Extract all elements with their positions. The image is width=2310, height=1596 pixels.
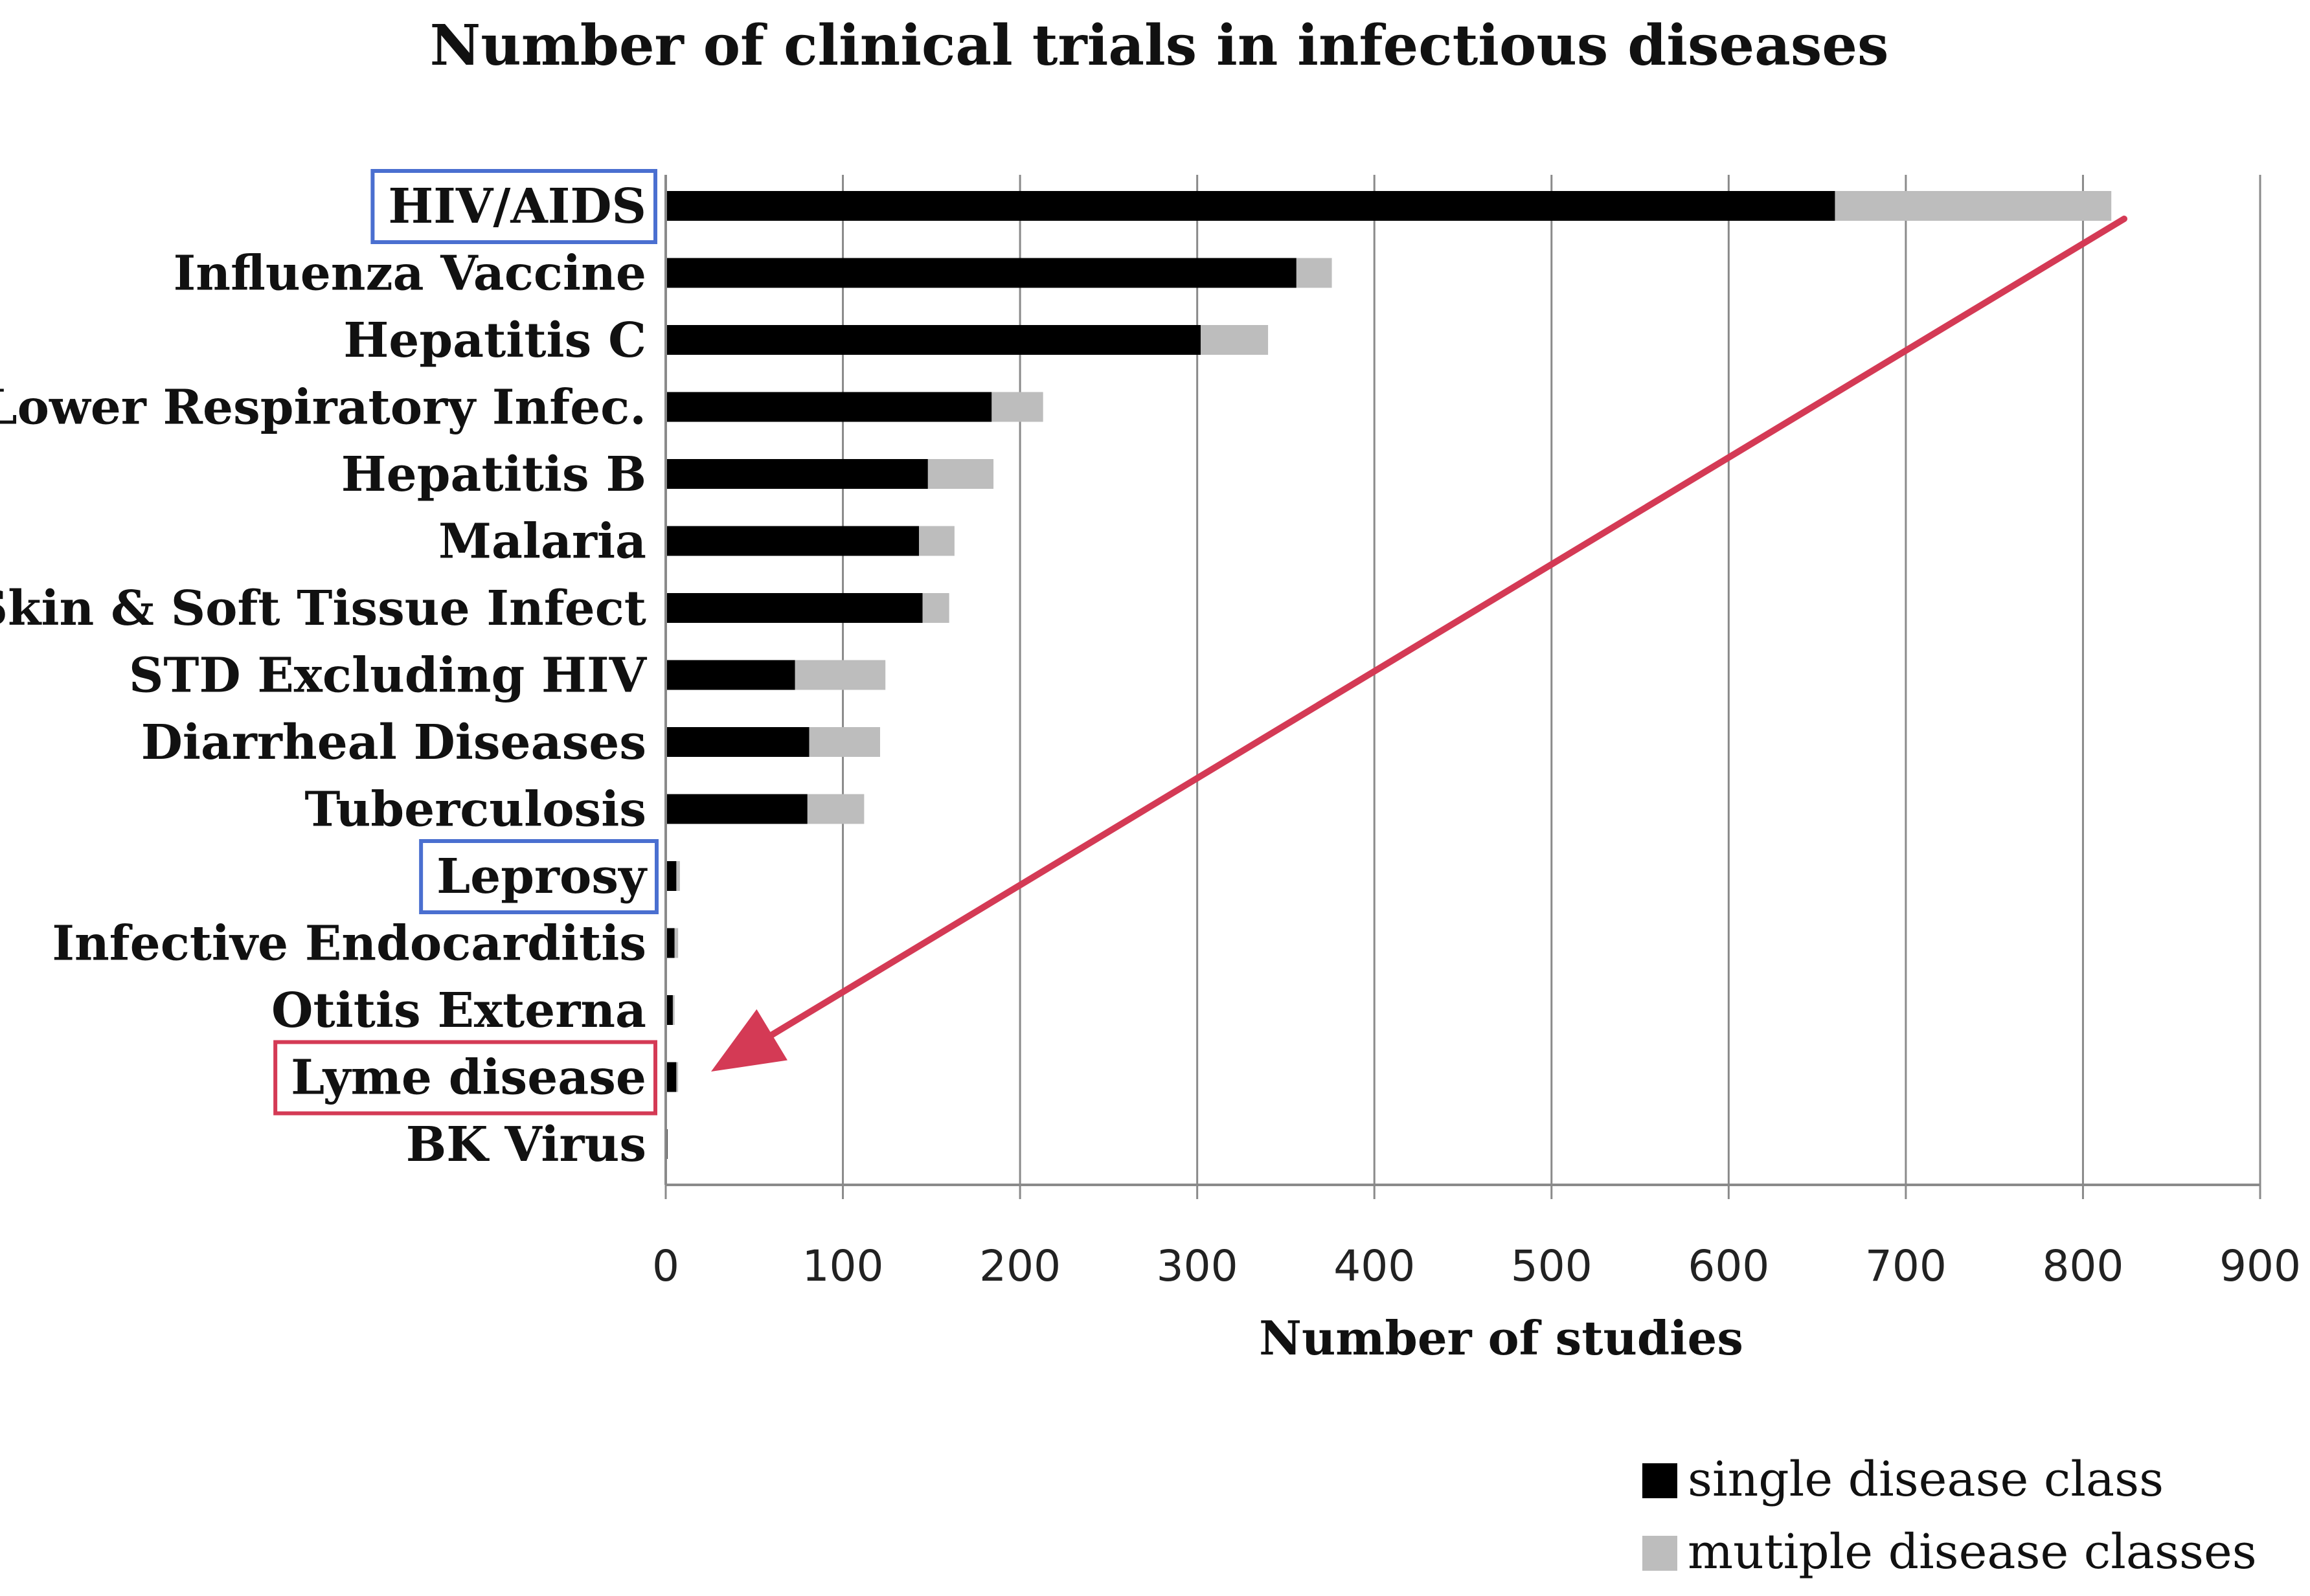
bar-multiple-hiv-aids [1835, 191, 2112, 221]
bar-multiple-leprosy [676, 861, 680, 891]
category-label-influenza-vaccine: Influenza Vaccine [174, 246, 646, 302]
bar-single-diarrheal-diseases [666, 727, 810, 757]
x-tick-label: 500 [1511, 1241, 1592, 1291]
category-label-lower-respiratory-infec: Lower Respiratory Infec. [0, 380, 646, 436]
bar-multiple-infective-endocarditis [674, 928, 679, 958]
bar-multiple-malaria [919, 526, 955, 556]
bar-single-hepatitis-c [666, 325, 1201, 355]
legend: single disease class mutiple disease clas… [1642, 1452, 2257, 1580]
x-tick-label: 100 [802, 1241, 884, 1291]
x-tick-label: 800 [2042, 1241, 2123, 1291]
bar-single-lyme-disease [666, 1062, 677, 1092]
bar-multiple-skin-soft-tissue-infect [922, 593, 949, 623]
legend-label-single-disease-class: single disease class [1688, 1452, 2164, 1507]
bar-single-malaria [666, 526, 920, 556]
x-tick-label: 600 [1688, 1241, 1769, 1291]
x-tick-label: 400 [1333, 1241, 1415, 1291]
category-label-leprosy: Leprosy [436, 849, 648, 905]
bars [666, 191, 2112, 1159]
legend-swatch-single-disease-class [1642, 1463, 1677, 1498]
bar-multiple-hepatitis-c [1201, 325, 1269, 355]
bar-single-otitis-externa [666, 995, 673, 1025]
bar-single-skin-soft-tissue-infect [666, 593, 923, 623]
bar-single-tuberculosis [666, 794, 808, 824]
legend-label-mutiple-disease-classes: mutiple disease classes [1688, 1524, 2257, 1580]
category-label-malaria: Malaria [438, 514, 646, 570]
highlight-box-hiv-aids [370, 169, 657, 244]
x-axis-title: Number of studies [1259, 1310, 1743, 1366]
bar-multiple-otitis-externa [672, 995, 675, 1025]
category-label-skin-soft-tissue-infect: Skin & Soft Tissue Infect [0, 581, 646, 636]
category-label-hepatitis-b: Hepatitis B [341, 447, 646, 502]
bar-single-influenza-vaccine [666, 258, 1297, 288]
annotation-arrow [711, 216, 2127, 1072]
bar-single-infective-endocarditis [666, 928, 675, 958]
bar-multiple-hepatitis-b [927, 459, 994, 489]
annotation-arrow-shaft [763, 216, 2127, 1042]
bar-single-lower-respiratory-infec [666, 392, 992, 422]
category-label-std-excluding-hiv: STD Excluding HIV [129, 648, 648, 704]
bar-multiple-lower-respiratory-infec [991, 392, 1043, 422]
chart-title: Number of clinical trials in infectious … [430, 13, 1889, 78]
annotation-arrow-head [711, 1009, 787, 1072]
x-tick-label: 200 [979, 1241, 1061, 1291]
bar-single-std-excluding-hiv [666, 660, 795, 690]
category-label-hiv-aids: HIV/AIDS [388, 179, 646, 234]
x-tick-label: 300 [1157, 1241, 1238, 1291]
highlight-boxes [273, 169, 659, 1116]
bar-multiple-tuberculosis [807, 794, 865, 824]
category-label-tuberculosis: Tuberculosis [304, 782, 646, 838]
bar-single-leprosy [666, 861, 677, 891]
legend-swatch-mutiple-disease-classes [1642, 1536, 1677, 1571]
x-tick-label: 900 [2219, 1241, 2301, 1291]
bar-single-hiv-aids [666, 191, 1835, 221]
category-label-infective-endocarditis: Infective Endocarditis [52, 916, 646, 972]
bar-single-hepatitis-b [666, 459, 928, 489]
category-label-diarrheal-diseases: Diarrheal Diseases [141, 715, 646, 770]
bar-multiple-lyme-disease [676, 1062, 679, 1092]
bar-multiple-std-excluding-hiv [795, 660, 886, 690]
category-label-bk-virus: BK Virus [406, 1117, 646, 1173]
category-label-otitis-externa: Otitis Externa [271, 983, 646, 1039]
highlight-box-leprosy [419, 839, 659, 914]
category-labels: HIV/AIDS Influenza Vaccine Hepatitis C Lowe… [0, 179, 648, 1173]
category-label-hepatitis-c: Hepatitis C [343, 313, 646, 368]
category-label-lyme-disease: Lyme disease [291, 1050, 646, 1106]
x-tick-label: 0 [652, 1241, 679, 1291]
highlight-box-lyme-disease [273, 1040, 657, 1116]
axes: 0 100 200 300 400 500 600 700 800 900 [652, 175, 2301, 1291]
x-tick-label: 700 [1865, 1241, 1947, 1291]
bar-multiple-influenza-vaccine [1296, 258, 1332, 288]
bar-multiple-diarrheal-diseases [809, 727, 881, 757]
